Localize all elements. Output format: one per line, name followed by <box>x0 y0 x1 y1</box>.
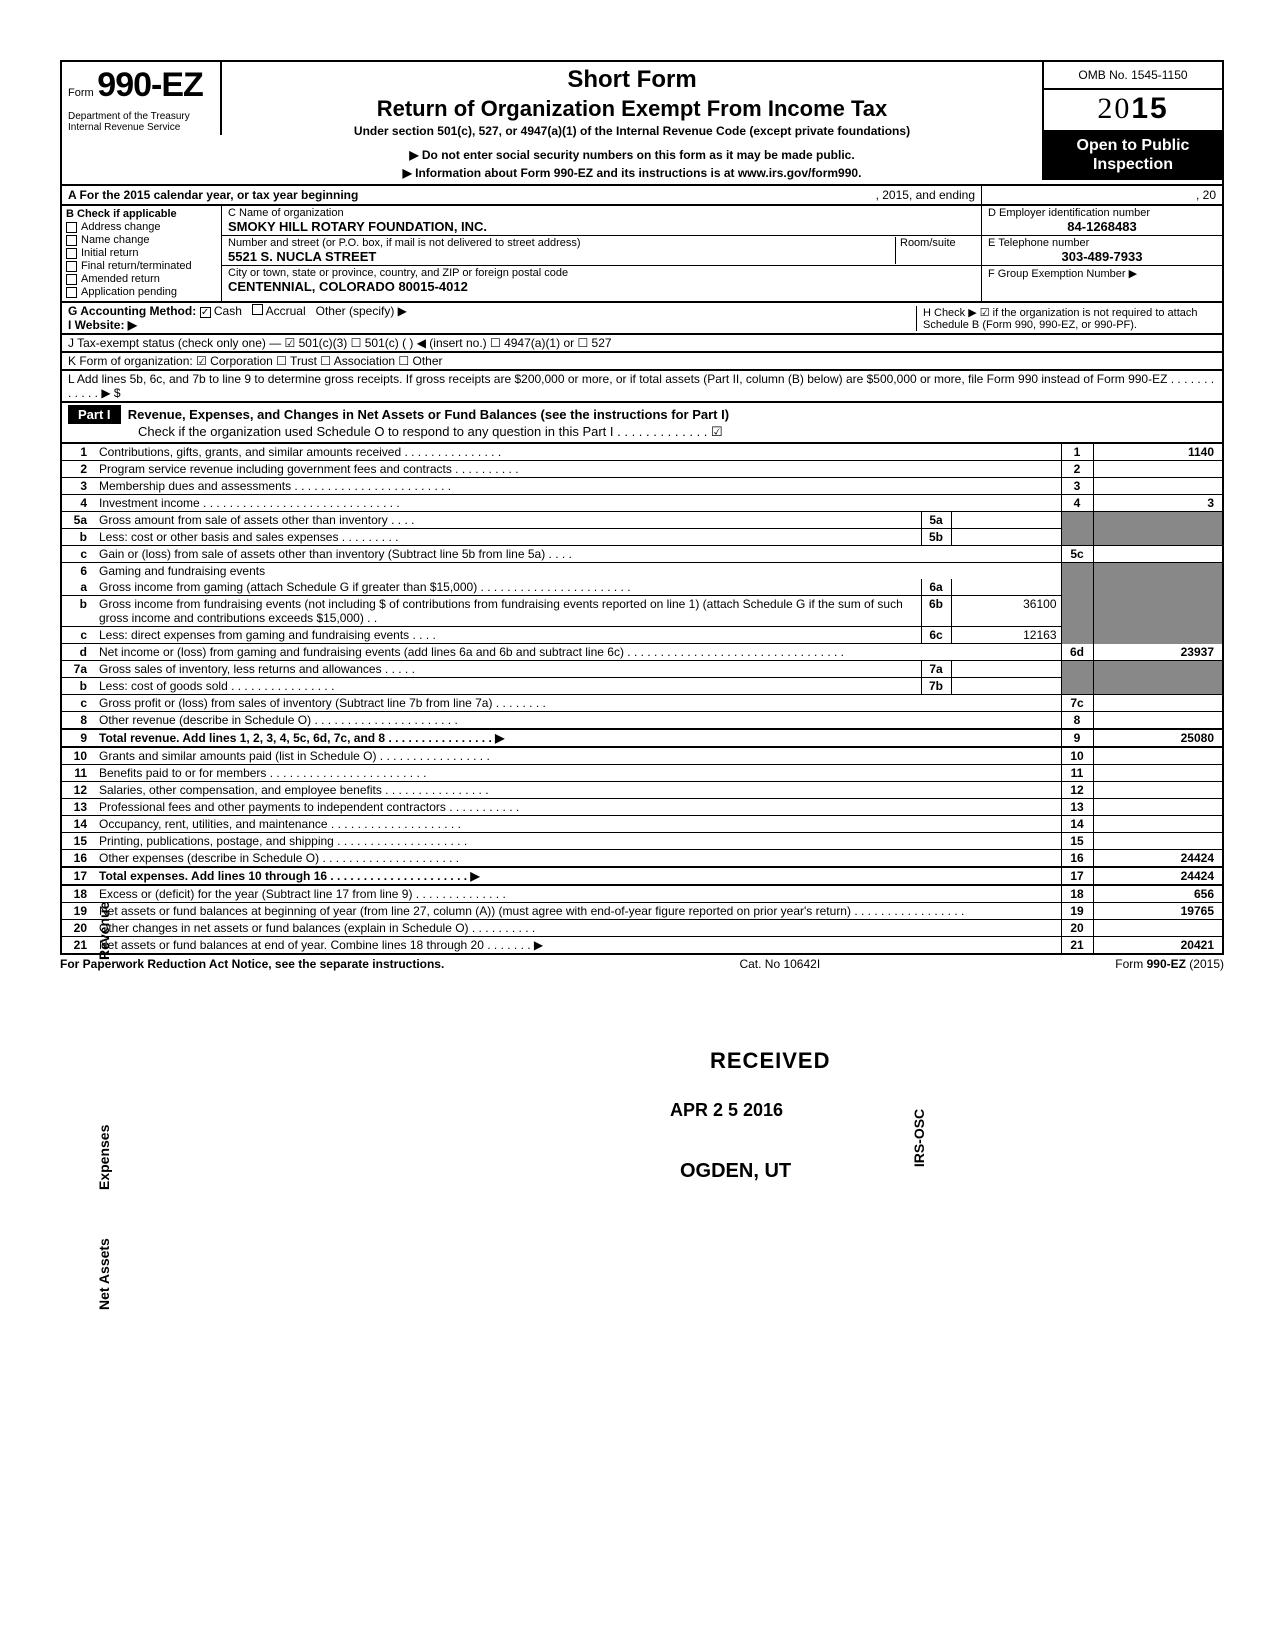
chk-cash[interactable] <box>200 307 211 318</box>
g-label: G Accounting Method: <box>68 304 196 318</box>
c-city-label: City or town, state or province, country… <box>228 267 568 279</box>
ein: 84-1268483 <box>988 219 1216 234</box>
part1-badge: Part I <box>68 405 121 424</box>
footer-left: For Paperwork Reduction Act Notice, see … <box>60 957 444 971</box>
row-j: J Tax-exempt status (check only one) — ☑… <box>60 335 1224 353</box>
telephone: 303-489-7933 <box>988 249 1216 264</box>
section-def: D Employer identification number 84-1268… <box>982 206 1222 301</box>
row-a-right: , 20 <box>982 186 1222 204</box>
form-prefix: Form <box>68 87 94 99</box>
chk-initial-return[interactable] <box>66 248 77 259</box>
d-label: D Employer identification number <box>988 207 1150 219</box>
open-public-badge: Open to Public Inspection <box>1044 130 1222 180</box>
street-address: 5521 S. NUCLA STREET <box>228 249 376 264</box>
dept-treasury: Department of the Treasury Internal Reve… <box>62 109 222 135</box>
do-not-ssn: ▶ Do not enter social security numbers o… <box>232 148 1032 162</box>
short-form-label: Short Form <box>232 66 1032 94</box>
return-title: Return of Organization Exempt From Incom… <box>232 96 1032 122</box>
org-name: SMOKY HILL ROTARY FOUNDATION, INC. <box>228 219 487 234</box>
revenue-side-label: Revenue <box>96 902 112 960</box>
f-label: F Group Exemption Number ▶ <box>988 268 1137 280</box>
room-suite-label: Room/suite <box>895 237 975 264</box>
block-bcdef: B Check if applicable Address change Nam… <box>60 206 1224 303</box>
expenses-side-label: Expenses <box>96 1125 112 1190</box>
row-k: K Form of organization: ☑ Corporation ☐ … <box>60 353 1224 371</box>
part1-heading: Revenue, Expenses, and Changes in Net As… <box>128 407 729 422</box>
row-h: H Check ▶ ☑ if the organization is not r… <box>916 306 1216 331</box>
section-b-label: B Check if applicable <box>66 208 217 220</box>
stamp-ogden: OGDEN, UT <box>680 1160 791 1183</box>
form-right-block: OMB No. 1545-1150 2015 Open to Public In… <box>1042 62 1222 180</box>
chk-app-pending[interactable] <box>66 287 77 298</box>
chk-accrual[interactable] <box>252 304 263 315</box>
part1-header: Part I Revenue, Expenses, and Changes in… <box>60 403 1224 444</box>
e-label: E Telephone number <box>988 237 1089 249</box>
part1-check: Check if the organization used Schedule … <box>68 424 1216 440</box>
form-number-block: Form 990-EZ <box>62 62 222 109</box>
info-about: ▶ Information about Form 990-EZ and its … <box>232 166 1032 180</box>
section-b: B Check if applicable Address change Nam… <box>62 206 222 301</box>
stamp-received: RECEIVED <box>710 1048 830 1074</box>
chk-amended[interactable] <box>66 274 77 285</box>
row-g-h: G Accounting Method: Cash Accrual Other … <box>60 303 1224 335</box>
stamp-irs-osc: IRS-OSC <box>911 1109 927 1167</box>
c-street-label: Number and street (or P.O. box, if mail … <box>228 237 581 249</box>
stamp-date: APR 2 5 2016 <box>670 1100 783 1121</box>
footer-right: Form 990-EZ (2015) <box>1115 957 1224 971</box>
omb-number: OMB No. 1545-1150 <box>1044 62 1222 90</box>
row-a: A For the 2015 calendar year, or tax yea… <box>60 186 1224 206</box>
under-section: Under section 501(c), 527, or 4947(a)(1)… <box>232 124 1032 138</box>
city-state-zip: CENTENNIAL, COLORADO 80015-4012 <box>228 279 468 294</box>
chk-final-return[interactable] <box>66 261 77 272</box>
section-c: C Name of organization SMOKY HILL ROTARY… <box>222 206 982 301</box>
part1-table: 1Contributions, gifts, grants, and simil… <box>60 444 1224 955</box>
row-a-left: A For the 2015 calendar year, or tax yea… <box>68 188 358 202</box>
footer-cat: Cat. No 10642I <box>739 957 820 971</box>
footer: For Paperwork Reduction Act Notice, see … <box>60 957 1224 971</box>
chk-name-change[interactable] <box>66 235 77 246</box>
form-number: 990-EZ <box>97 66 203 104</box>
c-name-label: C Name of organization <box>228 207 344 219</box>
row-a-mid: , 2015, and ending <box>876 188 975 202</box>
row-l: L Add lines 5b, 6c, and 7b to line 9 to … <box>60 371 1224 403</box>
i-label: I Website: ▶ <box>68 318 137 332</box>
netassets-side-label: Net Assets <box>96 1238 112 1310</box>
form-title-block: Short Form Return of Organization Exempt… <box>222 62 1042 184</box>
chk-address-change[interactable] <box>66 222 77 233</box>
form-header: Form 990-EZ Department of the Treasury I… <box>60 60 1224 186</box>
tax-year: 2015 <box>1044 90 1222 130</box>
